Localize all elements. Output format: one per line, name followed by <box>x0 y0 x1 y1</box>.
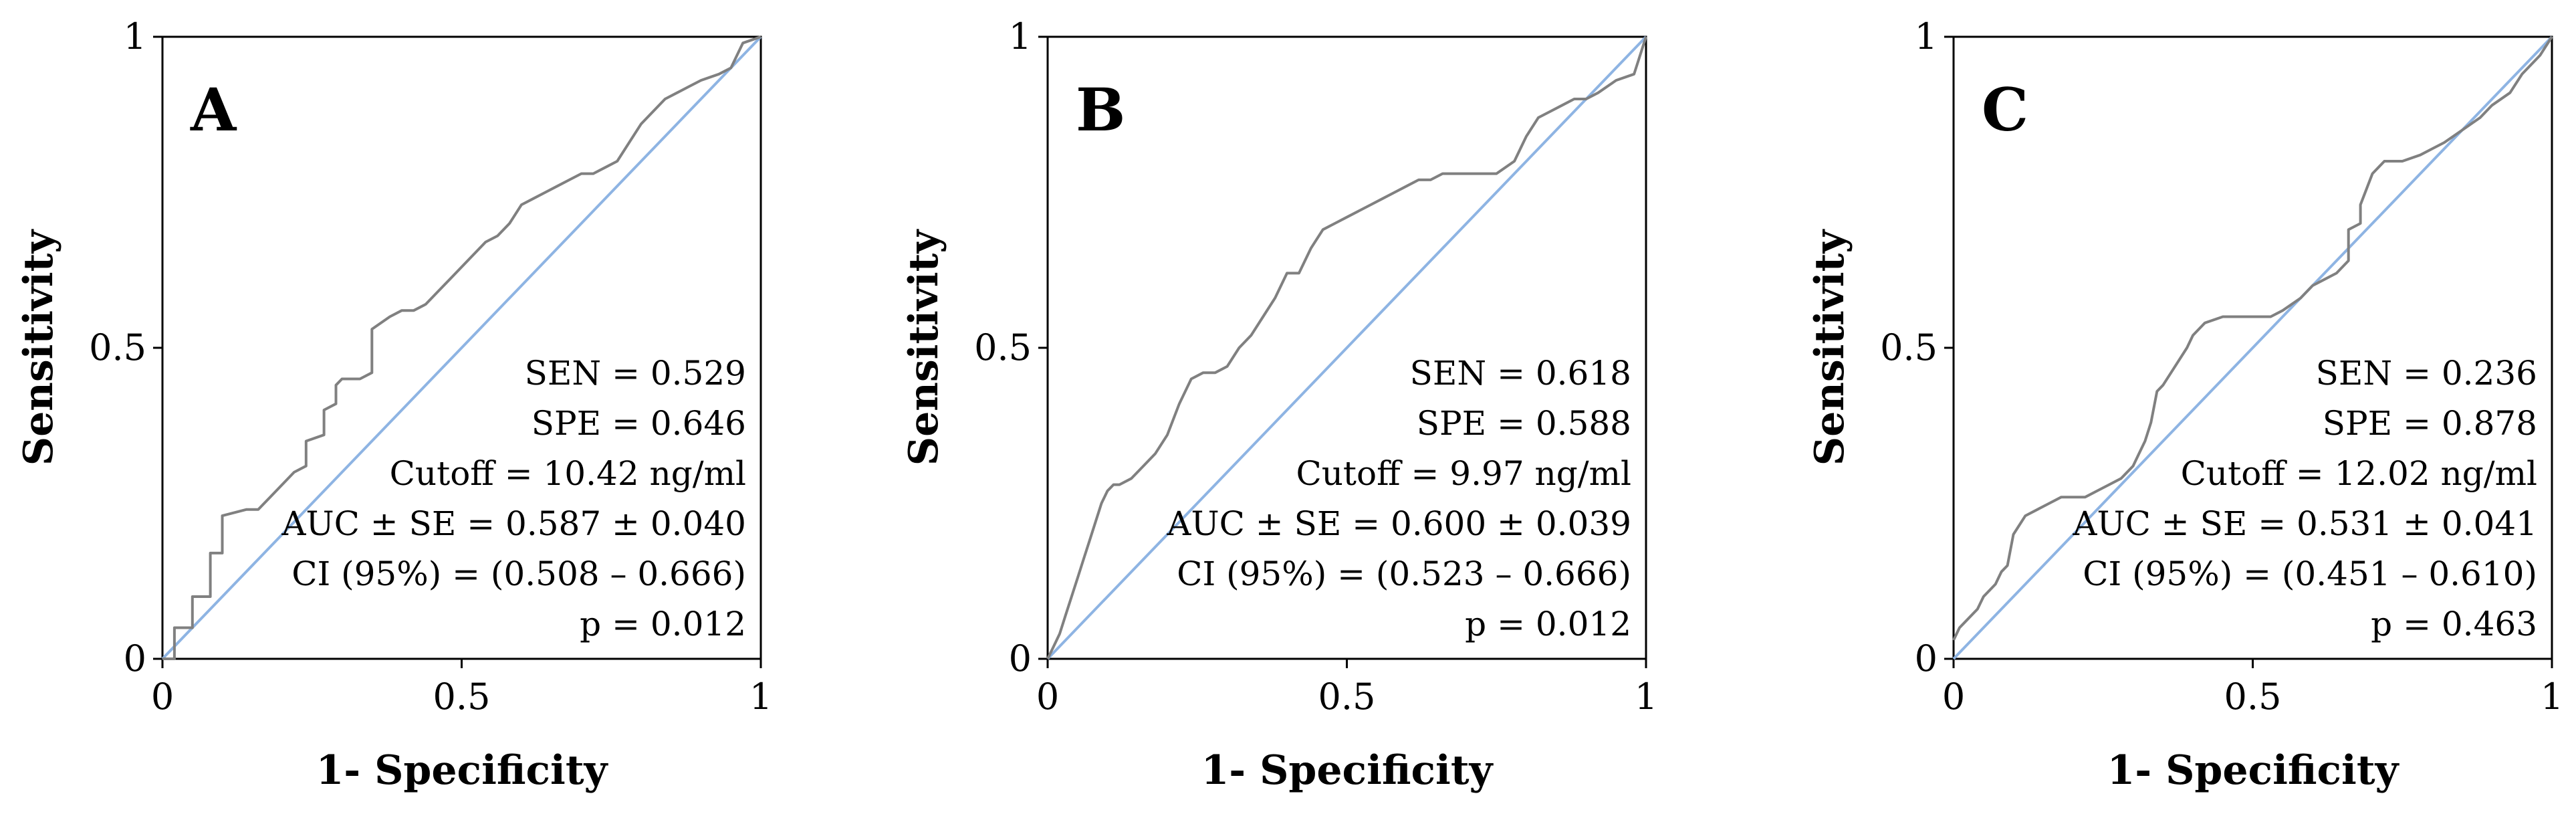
y-axis-title: Sensitivity <box>15 229 62 466</box>
x-tick-label: 1 <box>1635 676 1657 718</box>
y-tick-label: 0.5 <box>1880 326 1938 369</box>
x-tick-label: 0 <box>151 676 174 718</box>
y-axis-title: Sensitivity <box>901 229 947 466</box>
stats-annotation: AUC ± SE = 0.600 ± 0.039 <box>1166 504 1631 543</box>
stats-annotation: p = 0.012 <box>580 605 746 643</box>
y-tick-label: 1 <box>1915 15 1938 58</box>
stats-annotation: CI (95%) = (0.451 – 0.610) <box>2083 554 2537 593</box>
roc-panel-a: 0 0.5 1 0 0.5 1 A SEN = 0.529 SPE = 0.646 Cutoff … <box>15 15 772 794</box>
y-tick-label: 0 <box>1009 637 1032 680</box>
stats-annotation: SPE = 0.646 <box>532 404 746 443</box>
y-tick-label: 0.5 <box>974 326 1032 369</box>
x-axis-title: 1- Specificity <box>2107 747 2400 794</box>
x-tick-label: 0.5 <box>433 676 491 718</box>
roc-panel-c: 0 0.5 1 0 0.5 1 C SEN = 0.236 SPE = 0.878 Cutoff … <box>1806 15 2563 794</box>
panel-label: B <box>1076 75 1125 144</box>
stats-annotation: p = 0.463 <box>2371 605 2537 643</box>
x-tick-label: 1 <box>749 676 772 718</box>
x-tick-label: 0 <box>1036 676 1059 718</box>
stats-annotation: AUC ± SE = 0.531 ± 0.041 <box>2072 504 2537 543</box>
panel-label: A <box>190 75 237 144</box>
y-tick-label: 1 <box>124 15 146 58</box>
stats-annotation: SEN = 0.529 <box>525 354 746 393</box>
roc-panel-b: 0 0.5 1 0 0.5 1 B SEN = 0.618 SPE = 0.588 Cutoff … <box>901 15 1657 794</box>
y-tick-label: 0 <box>124 637 146 680</box>
roc-curve <box>162 35 762 660</box>
x-tick-label: 0 <box>1942 676 1965 718</box>
x-tick-label: 0.5 <box>2224 676 2282 718</box>
panel-label: C <box>1982 75 2028 144</box>
stats-annotation: CI (95%) = (0.508 – 0.666) <box>291 554 746 593</box>
stats-annotation: SEN = 0.236 <box>2316 354 2537 393</box>
x-axis-title: 1- Specificity <box>316 747 609 794</box>
reference-line <box>1046 35 1647 660</box>
roc-curve <box>1046 36 1647 659</box>
reference-line <box>1952 35 2553 660</box>
x-tick-label: 0.5 <box>1318 676 1376 718</box>
stats-annotation: p = 0.012 <box>1465 605 1631 643</box>
reference-line <box>161 35 762 660</box>
y-axis-title: Sensitivity <box>1806 229 1853 466</box>
stats-annotation: Cutoff = 12.02 ng/ml <box>2181 454 2537 493</box>
y-tick-label: 0 <box>1915 637 1938 680</box>
stats-annotation: CI (95%) = (0.523 – 0.666) <box>1177 554 1631 593</box>
roc-curve <box>1952 35 2553 641</box>
stats-annotation: SPE = 0.878 <box>2323 404 2537 443</box>
y-tick-label: 1 <box>1009 15 1032 58</box>
x-axis-title: 1- Specificity <box>1201 747 1494 794</box>
stats-annotation: SEN = 0.618 <box>1410 354 1631 393</box>
stats-annotation: SPE = 0.588 <box>1417 404 1631 443</box>
stats-annotation: Cutoff = 10.42 ng/ml <box>390 454 746 493</box>
y-tick-label: 0.5 <box>89 326 146 369</box>
stats-annotation: Cutoff = 9.97 ng/ml <box>1296 454 1631 493</box>
x-tick-label: 1 <box>2541 676 2563 718</box>
stats-annotation: AUC ± SE = 0.587 ± 0.040 <box>281 504 746 543</box>
